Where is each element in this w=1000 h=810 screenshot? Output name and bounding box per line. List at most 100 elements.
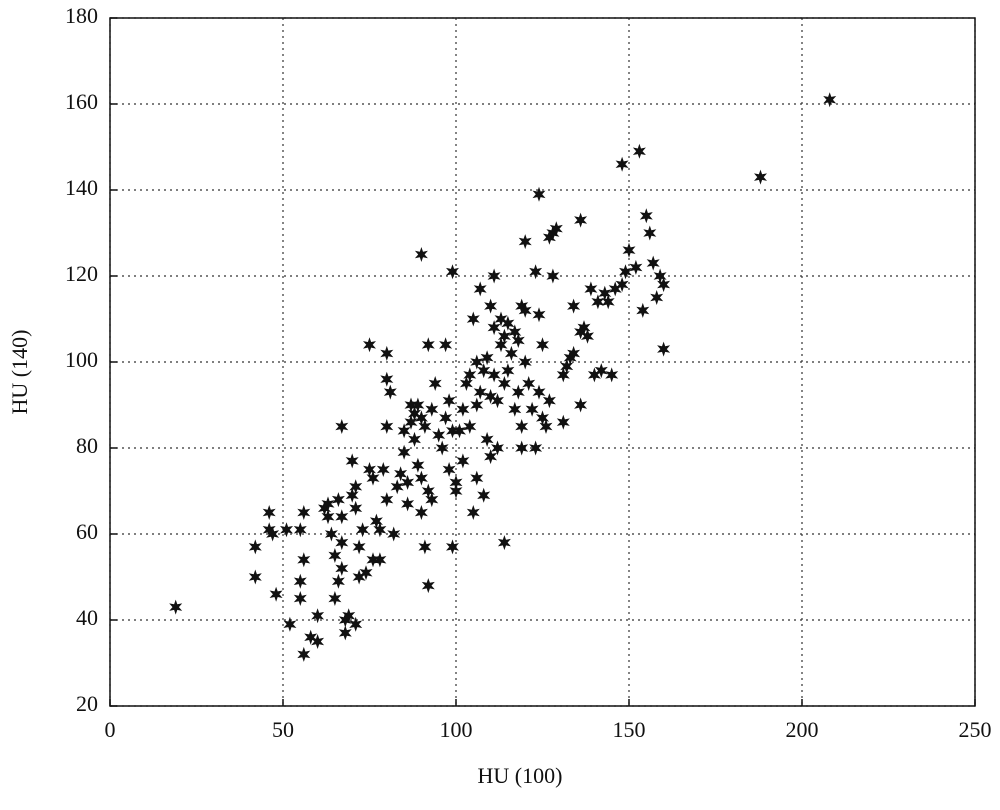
point: [536, 410, 549, 426]
point: [546, 225, 560, 241]
point: [380, 371, 394, 387]
point: [404, 397, 418, 413]
point: [293, 573, 307, 589]
point: [408, 431, 421, 447]
x-tick-label: 0: [105, 717, 116, 742]
point: [639, 208, 653, 224]
point: [515, 440, 529, 456]
point: [494, 337, 508, 353]
point: [643, 225, 657, 241]
plot-frame: [109, 17, 976, 707]
point: [556, 367, 570, 383]
point: [383, 384, 397, 400]
point: [169, 599, 183, 615]
point: [525, 401, 539, 417]
point: [446, 539, 459, 555]
point: [363, 462, 376, 477]
point: [511, 384, 525, 400]
point: [463, 367, 477, 383]
point: [414, 410, 428, 426]
point: [439, 410, 453, 426]
point: [421, 483, 435, 499]
point: [321, 496, 335, 512]
point: [401, 496, 415, 512]
y-tick-label: 160: [65, 89, 98, 114]
point: [373, 522, 387, 538]
point: [473, 281, 487, 297]
point: [418, 419, 432, 434]
point: [484, 449, 498, 465]
point: [511, 333, 525, 348]
point: [470, 397, 484, 413]
point: [622, 242, 636, 258]
point: [546, 268, 560, 284]
point: [456, 453, 470, 469]
point: [653, 268, 667, 284]
y-tick-label: 120: [65, 261, 98, 286]
point: [598, 285, 612, 301]
point: [646, 255, 660, 271]
point: [484, 388, 498, 404]
point: [421, 578, 435, 594]
point: [491, 440, 504, 456]
point: [497, 328, 511, 344]
point: [280, 522, 293, 538]
point: [487, 367, 501, 383]
point: [262, 522, 276, 538]
point: [262, 505, 276, 520]
point: [380, 345, 394, 361]
point: [508, 324, 522, 340]
point: [529, 440, 543, 456]
point: [504, 345, 518, 361]
point: [608, 281, 622, 297]
point: [328, 591, 342, 606]
point: [408, 406, 421, 422]
point: [293, 522, 307, 538]
point: [522, 376, 536, 391]
point: [657, 277, 671, 293]
point: [387, 526, 401, 542]
point: [536, 337, 549, 353]
y-axis-label: HU (140): [7, 330, 32, 415]
point: [615, 156, 629, 172]
point: [563, 350, 577, 366]
point: [574, 397, 588, 413]
point: [515, 298, 529, 314]
y-tick-label: 80: [76, 433, 98, 458]
point: [331, 492, 345, 508]
point: [449, 483, 463, 499]
point: [487, 320, 501, 336]
point: [529, 264, 543, 280]
point: [283, 616, 297, 632]
point: [584, 281, 598, 297]
point: [466, 311, 480, 327]
point: [293, 591, 307, 606]
point: [442, 393, 456, 409]
point: [376, 462, 390, 477]
point: [574, 212, 588, 228]
point: [414, 505, 428, 520]
point: [560, 358, 574, 374]
point: [518, 234, 532, 250]
point: [497, 376, 511, 391]
point: [349, 616, 363, 632]
point: [397, 444, 411, 460]
point: [581, 328, 594, 344]
point: [311, 634, 325, 649]
point: [297, 646, 311, 662]
point: [508, 401, 522, 417]
point: [373, 552, 387, 568]
y-tick-label: 100: [65, 347, 98, 372]
point: [328, 548, 342, 563]
point: [501, 315, 515, 331]
point: [342, 608, 356, 624]
point: [390, 479, 404, 495]
point: [414, 470, 428, 486]
point: [518, 302, 532, 318]
point: [421, 337, 435, 353]
point: [518, 354, 532, 370]
point: [473, 384, 487, 400]
point: [591, 294, 605, 310]
point: [248, 569, 262, 585]
